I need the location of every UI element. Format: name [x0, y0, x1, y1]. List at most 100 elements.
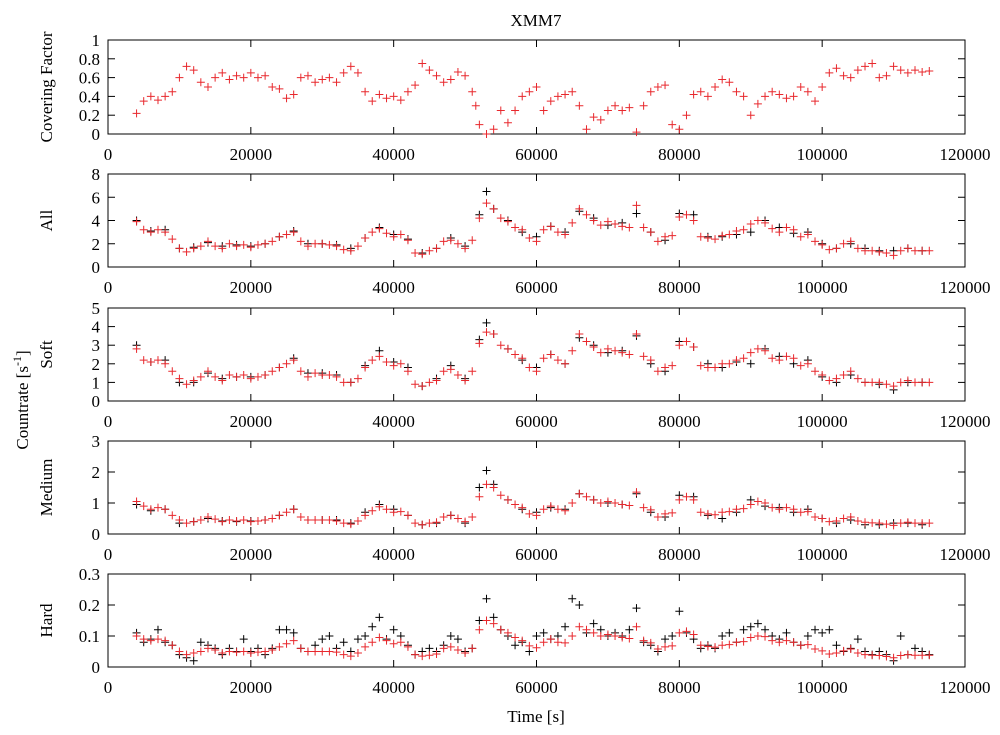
model-point: [218, 376, 227, 385]
model-point: [818, 370, 827, 379]
x-tick-label: 80000: [658, 278, 701, 297]
model-point: [368, 506, 377, 515]
model-point: [532, 237, 541, 246]
model-point: [546, 97, 555, 106]
model-point: [868, 59, 877, 68]
model-point: [461, 376, 470, 385]
model-point: [896, 651, 905, 660]
data-point: [196, 638, 205, 647]
model-point: [682, 627, 691, 636]
data-point: [353, 635, 362, 644]
model-point: [639, 101, 648, 110]
model-point: [853, 516, 862, 525]
data-point: [446, 632, 455, 640]
y-tick-label: 3: [92, 336, 101, 355]
model-point: [325, 73, 334, 82]
model-point: [503, 628, 512, 637]
model-point: [711, 235, 720, 244]
model-point: [332, 516, 341, 525]
data-point: [753, 619, 762, 628]
model-point: [625, 103, 634, 112]
model-point: [325, 240, 334, 249]
model-point: [132, 632, 141, 640]
x-tick-label: 40000: [372, 278, 415, 297]
series-model: [132, 480, 934, 530]
model-point: [253, 648, 262, 657]
model-point: [496, 491, 505, 500]
model-point: [461, 244, 470, 253]
model-point: [353, 374, 362, 383]
model-point: [646, 638, 655, 647]
model-point: [896, 246, 905, 255]
x-tick-label: 100000: [797, 678, 848, 697]
model-point: [896, 378, 905, 387]
model-point: [753, 216, 762, 225]
data-point: [568, 594, 577, 603]
model-point: [889, 521, 898, 530]
model-point: [582, 210, 591, 219]
model-point: [418, 382, 427, 391]
model-point: [846, 367, 855, 376]
x-tick-label: 60000: [515, 278, 558, 297]
y-tick-label: 2: [92, 235, 101, 254]
model-point: [253, 516, 262, 525]
shared-y-axis-label-sup: -1: [10, 356, 24, 366]
model-point: [489, 619, 498, 628]
model-point: [196, 647, 205, 656]
model-point: [353, 649, 362, 658]
model-point: [261, 516, 270, 525]
model-point: [718, 359, 727, 368]
model-point: [218, 517, 227, 526]
x-tick-label: 60000: [515, 678, 558, 697]
model-point: [325, 370, 334, 379]
model-point: [768, 87, 777, 96]
model-point: [303, 516, 312, 525]
model-point: [161, 92, 170, 101]
model-point: [482, 328, 491, 337]
model-point: [703, 363, 712, 372]
model-point: [282, 94, 291, 103]
x-tick-label: 120000: [940, 678, 991, 697]
model-point: [632, 488, 641, 497]
data-point: [896, 632, 905, 640]
model-point: [653, 645, 662, 654]
model-point: [282, 639, 291, 648]
model-point: [589, 113, 598, 122]
model-point: [811, 97, 820, 106]
model-point: [518, 503, 527, 512]
model-point: [471, 101, 480, 110]
model-point: [618, 633, 627, 642]
model-point: [711, 363, 720, 372]
model-point: [832, 374, 841, 383]
model-point: [403, 236, 412, 245]
model-point: [432, 518, 441, 527]
model-point: [739, 504, 748, 513]
model-point: [225, 516, 234, 525]
model-point: [411, 380, 420, 389]
model-point: [289, 228, 298, 237]
model-point: [811, 367, 820, 376]
x-tick-label: 100000: [797, 145, 848, 164]
model-point: [632, 330, 641, 339]
model-point: [353, 242, 362, 251]
model-point: [339, 650, 348, 659]
model-point: [196, 78, 205, 87]
model-point: [432, 649, 441, 658]
model-point: [418, 250, 427, 259]
model-point: [911, 378, 920, 387]
model-point: [496, 106, 505, 115]
data-point: [239, 635, 248, 644]
model-point: [146, 505, 155, 514]
model-point: [275, 642, 284, 651]
model-point: [189, 66, 198, 75]
model-point: [739, 92, 748, 101]
shared-y-axis-label-end: ]: [13, 350, 32, 356]
model-point: [175, 244, 184, 253]
model-point: [696, 87, 705, 96]
model-point: [389, 92, 398, 101]
model-point: [525, 233, 534, 242]
model-point: [239, 73, 248, 82]
model-point: [596, 221, 605, 230]
model-point: [175, 516, 184, 525]
model-point: [232, 242, 241, 251]
